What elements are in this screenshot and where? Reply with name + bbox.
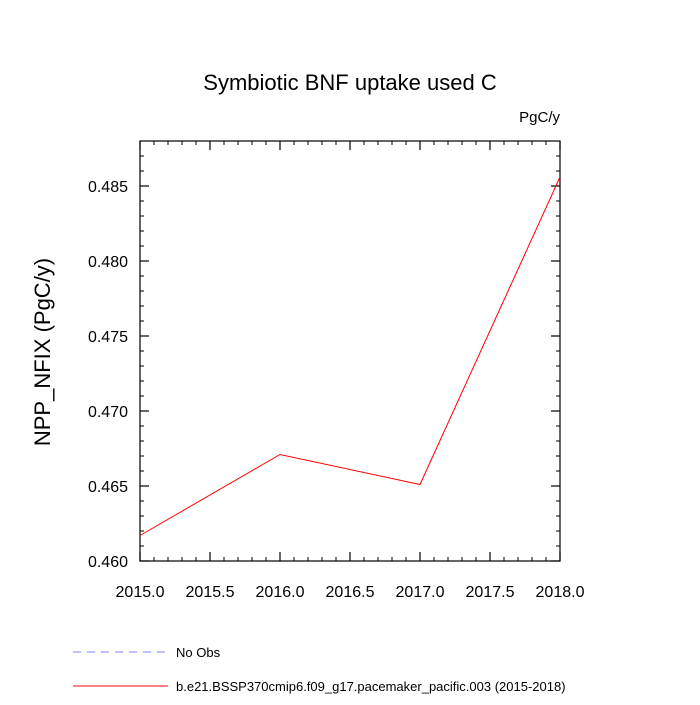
chart-title: Symbiotic BNF uptake used C bbox=[203, 70, 497, 95]
units-label: PgC/y bbox=[519, 109, 560, 126]
y-tick-label: 0.480 bbox=[88, 254, 128, 271]
y-tick-label: 0.460 bbox=[88, 554, 128, 571]
legend: No Obs b.e21.BSSP370cmip6.f09_g17.pacemak… bbox=[73, 645, 566, 694]
plot-frame bbox=[139, 140, 561, 562]
y-tick-label: 0.475 bbox=[88, 329, 128, 346]
x-tick-label: 2015.5 bbox=[186, 584, 235, 601]
data-point bbox=[279, 453, 282, 456]
x-tick-label: 2015.0 bbox=[116, 584, 165, 601]
x-tick-label: 2016.0 bbox=[256, 584, 305, 601]
y-axis-title: NPP_NFIX (PgC/y) bbox=[30, 258, 55, 446]
x-tick-label: 2017.0 bbox=[396, 584, 445, 601]
data-point bbox=[139, 534, 142, 537]
data-point bbox=[559, 176, 562, 179]
series-line bbox=[139, 176, 561, 536]
y-tick-label: 0.465 bbox=[88, 479, 128, 496]
x-tick-label: 2017.5 bbox=[466, 584, 515, 601]
x-tick-label: 2018.0 bbox=[536, 584, 585, 601]
y-axis-ticks: 0.460 0.465 0.470 0.475 0.480 0.485 bbox=[88, 140, 560, 571]
y-tick-label: 0.470 bbox=[88, 404, 128, 421]
series-layer bbox=[139, 176, 562, 537]
x-axis-ticks: 2015.0 2015.5 2016.0 2016.5 2017.0 2017.5 2018… bbox=[116, 141, 585, 601]
data-point bbox=[419, 483, 422, 486]
y-tick-label: 0.485 bbox=[88, 179, 128, 196]
legend-label: No Obs bbox=[176, 645, 221, 660]
legend-label: b.e21.BSSP370cmip6.f09_g17.pacemaker_pac… bbox=[176, 679, 566, 694]
x-tick-label: 2016.5 bbox=[326, 584, 375, 601]
